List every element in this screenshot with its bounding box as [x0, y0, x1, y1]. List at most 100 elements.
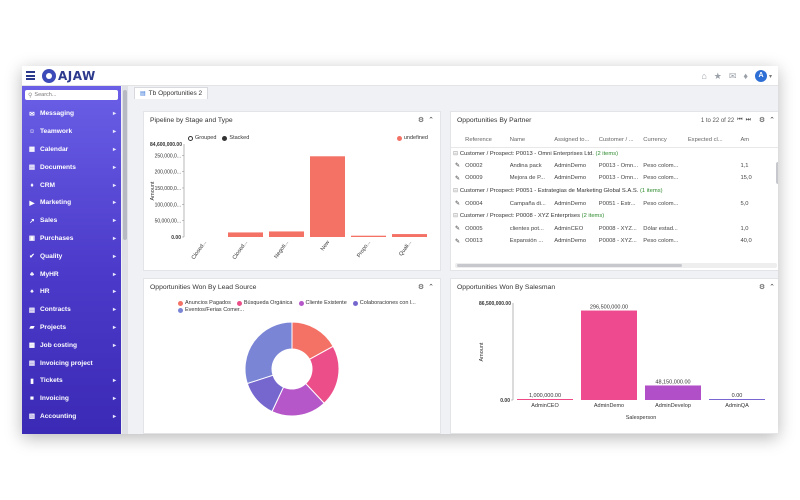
sidebar-item-myhr[interactable]: ♣ MyHR ▸: [22, 265, 121, 283]
collapse-icon[interactable]: ⊟: [453, 213, 458, 220]
sidebar-item-contracts[interactable]: ▤ Contracts ▸: [22, 301, 121, 319]
column-header[interactable]: Am: [740, 134, 778, 148]
sidebar-item-job-costing[interactable]: ▩ Job costing ▸: [22, 336, 121, 354]
table-cell: P0008 - XYZ...: [598, 225, 637, 232]
bar[interactable]: [269, 231, 304, 237]
pencil-icon[interactable]: ✎: [455, 201, 461, 208]
hamburger-menu-icon[interactable]: [26, 71, 35, 80]
table-cell: Andina pack: [509, 162, 542, 169]
gear-icon[interactable]: ⚙: [417, 117, 425, 124]
sidebar-item-teamwork[interactable]: ☺ Teamwork ▸: [22, 123, 121, 141]
collapse-icon[interactable]: ⊟: [453, 188, 458, 195]
legend-item[interactable]: Cliente Existente: [298, 300, 347, 306]
group-count: (2 items): [595, 150, 619, 157]
first-page-icon[interactable]: ⏮: [737, 117, 743, 123]
legend-item[interactable]: Colaboraciones con l...: [352, 300, 416, 306]
pencil-icon[interactable]: ✎: [455, 175, 461, 182]
column-header[interactable]: Customer / ...: [598, 134, 644, 148]
sidebar-item-crm[interactable]: ♦ CRM ▸: [22, 176, 121, 194]
bar[interactable]: [581, 310, 637, 400]
bell-icon[interactable]: ♦: [743, 71, 748, 81]
group-row[interactable]: ⊟ Customer / Prospect: P0013 - Omni Enter…: [451, 147, 778, 160]
sidebar-item-calendar[interactable]: ▦ Calendar ▸: [22, 141, 121, 159]
table-hscroll[interactable]: [455, 263, 777, 268]
sidebar-item-label: Projects: [40, 323, 67, 331]
sidebar-item-projects[interactable]: ▰ Projects ▸: [22, 319, 121, 337]
table-row[interactable]: ✎ O0004 Campaña di... AdminDemo P0051 - Estr…: [451, 197, 778, 210]
legend-item[interactable]: Anuncios Pagados: [178, 300, 231, 306]
sidebar-item-label: Invoicing project: [40, 359, 93, 367]
sidebar-item-invoicing[interactable]: ■ Invoicing ▸: [22, 390, 121, 408]
collapse-icon[interactable]: ⊟: [453, 150, 458, 157]
last-page-icon[interactable]: ⏭: [745, 117, 751, 123]
column-header[interactable]: Assigned to...: [554, 134, 599, 148]
bar[interactable]: [517, 399, 573, 400]
sidebar-item-sales[interactable]: ↗ Sales ▸: [22, 212, 121, 230]
panel-title: Pipeline by Stage and Type: [150, 117, 233, 124]
sidebar-search-input[interactable]: [34, 92, 115, 98]
legend-item[interactable]: Eventos/Ferias Comer...: [178, 307, 244, 313]
logo-mark-icon: [42, 69, 56, 83]
radio-grouped-label[interactable]: Grouped: [195, 135, 217, 141]
hscroll-thumb[interactable]: [457, 264, 682, 267]
user-avatar[interactable]: A: [754, 70, 767, 82]
legend-label: Cliente Existente: [305, 300, 347, 306]
legend-item[interactable]: Búsqueda Orgánica: [236, 300, 293, 306]
bar[interactable]: [392, 234, 427, 237]
bar[interactable]: [351, 235, 386, 237]
scrollbar-thumb[interactable]: [123, 90, 127, 240]
bar[interactable]: [709, 399, 765, 400]
sidebar-item-hr[interactable]: ♠ HR ▸: [22, 283, 121, 301]
chevron-up-icon[interactable]: ⌃: [769, 117, 775, 124]
sidebar-item-quality[interactable]: ✔ Quality ▸: [22, 247, 121, 265]
bar[interactable]: [645, 385, 701, 400]
gear-icon[interactable]: ⚙: [758, 117, 766, 124]
radio-stacked[interactable]: [222, 135, 228, 141]
gear-icon[interactable]: ⚙: [417, 284, 425, 291]
cart-icon: ▣: [28, 235, 36, 243]
chevron-up-icon[interactable]: ⌃: [769, 284, 775, 291]
sidebar-item-messaging[interactable]: ✉ Messaging ▸: [22, 105, 121, 123]
y-tick-label: 150,000,0...: [155, 186, 181, 192]
radio-stacked-label[interactable]: Stacked: [229, 135, 250, 141]
chevron-up-icon[interactable]: ⌃: [428, 117, 434, 124]
sidebar-item-tickets[interactable]: ▮ Tickets ▸: [22, 372, 121, 390]
sidebar-scrollbar[interactable]: [122, 86, 128, 434]
table-cell: Peso colom...: [643, 238, 679, 245]
pie-slice[interactable]: [244, 321, 293, 385]
radio-grouped[interactable]: [188, 135, 193, 141]
table-row[interactable]: ✎ O0009 Mejora de P... AdminDemo P0013 - Omn…: [451, 172, 778, 185]
mail-icon[interactable]: ✉: [728, 71, 737, 81]
table-row[interactable]: ✎ O0002 Andina pack AdminDemo P0013 - Omn...…: [451, 160, 778, 173]
bar[interactable]: [310, 156, 345, 237]
gear-icon[interactable]: ⚙: [758, 284, 766, 291]
sidebar-item-marketing[interactable]: ▶ Marketing ▸: [22, 194, 121, 212]
pager: 1 to 22 of 22 ⏮ ⏭: [701, 117, 751, 124]
table-cell: O0002: [465, 162, 483, 169]
table-row[interactable]: ✎ O0013 Expansión ... AdminDemo P0008 - XYZ.…: [451, 235, 778, 248]
group-row[interactable]: ⊟ Customer / Prospect: P0051 - Estrategia…: [451, 185, 778, 198]
table-row[interactable]: ✎ O0005 clientes pot... AdminCEO P0008 - XYZ…: [451, 223, 778, 236]
column-header[interactable]: Currency: [643, 134, 688, 148]
column-header[interactable]: Expected cl...: [687, 134, 741, 148]
pencil-icon[interactable]: ✎: [455, 238, 461, 245]
bar[interactable]: [228, 232, 263, 237]
home-icon[interactable]: ⌂: [701, 71, 707, 81]
sidebar-item-invoicing-project[interactable]: ▤ Invoicing project: [22, 354, 121, 372]
chevron-up-icon[interactable]: ⌃: [428, 284, 434, 291]
column-header[interactable]: Reference: [465, 134, 510, 148]
column-header[interactable]: Name: [509, 134, 555, 148]
sidebar-item-documents[interactable]: ▤ Documents ▸: [22, 158, 121, 176]
table-vscroll[interactable]: [776, 162, 778, 184]
sidebar-item-purchases[interactable]: ▣ Purchases ▸: [22, 230, 121, 248]
star-icon[interactable]: ★: [713, 71, 722, 81]
app-logo[interactable]: AJAW: [42, 69, 96, 83]
pencil-icon[interactable]: ✎: [455, 163, 461, 170]
sidebar: ⚲ ✉ Messaging ▸ ☺ Teamwork ▸ ▦ Calendar ▸ ▤ Docume…: [22, 86, 121, 434]
tab-tb-opportunities[interactable]: ▤ Tb Opportunities 2: [134, 87, 209, 99]
sidebar-item-accounting[interactable]: ▧ Accounting ▸: [22, 408, 121, 426]
pencil-icon[interactable]: ✎: [455, 226, 461, 233]
x-tick-label: AdminDemo: [594, 403, 624, 409]
chevron-down-icon[interactable]: ▾: [768, 73, 772, 80]
group-row[interactable]: ⊟ Customer / Prospect: P0008 - XYZ Enterp…: [451, 210, 778, 223]
